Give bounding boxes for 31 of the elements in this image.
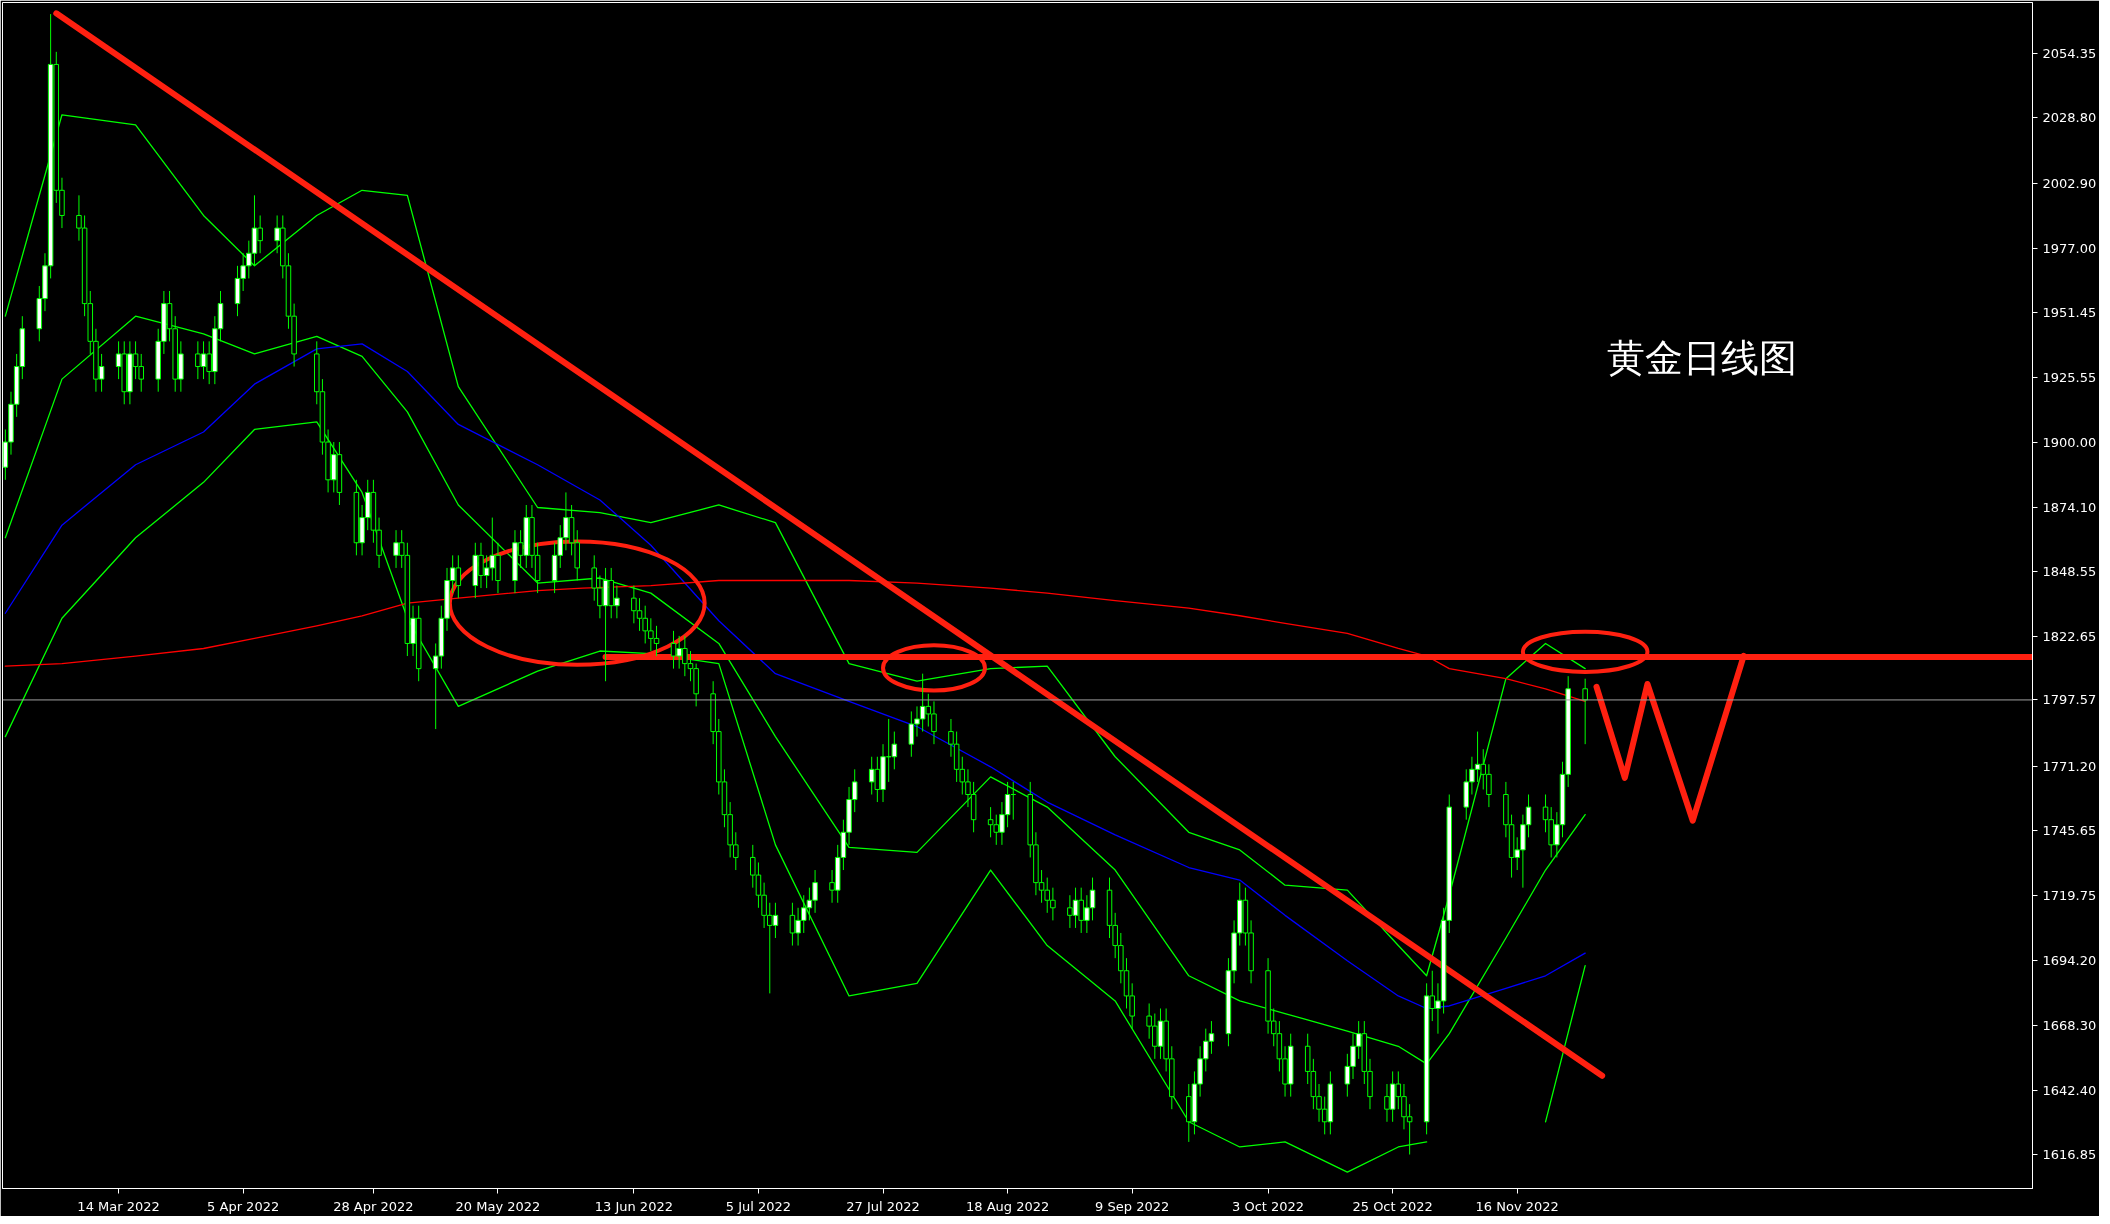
y-tick-label: 1771.20	[2042, 758, 2097, 774]
x-tick-label: 13 Jun 2022	[594, 1198, 673, 1214]
x-tick-label: 9 Sep 2022	[1095, 1198, 1170, 1214]
y-tick-label: 1745.65	[2042, 823, 2097, 839]
y-tick-label: 1694.20	[2042, 952, 2097, 968]
x-tick-label: 3 Oct 2022	[1232, 1198, 1305, 1214]
y-tick-label: 1822.65	[2042, 629, 2097, 645]
y-tick-label: 1616.85	[2042, 1147, 2097, 1163]
x-tick-label: 5 Apr 2022	[207, 1198, 280, 1214]
x-tick-label: 5 Jul 2022	[725, 1198, 792, 1214]
y-tick-label: 1642.40	[2042, 1083, 2097, 1099]
x-tick-label: 14 Mar 2022	[77, 1198, 160, 1214]
y-tick-label: 2054.35	[2042, 45, 2097, 61]
x-tick-label: 27 Jul 2022	[846, 1198, 920, 1214]
x-tick-label: 28 Apr 2022	[333, 1198, 414, 1214]
y-tick-label: 1977.00	[2042, 240, 2097, 256]
y-tick-label: 1925.55	[2042, 370, 2097, 386]
y-tick-label: 1900.00	[2042, 434, 2097, 450]
y-tick-label: 1668.30	[2042, 1017, 2097, 1033]
y-tick-label: 1848.55	[2042, 564, 2097, 580]
text: 黄金日线图	[1606, 336, 1797, 381]
y-tick-label: 2002.90	[2042, 175, 2097, 191]
y-tick-label: 1719.75	[2042, 888, 2097, 904]
x-tick-label: 20 May 2022	[455, 1198, 541, 1214]
x-tick-label: 18 Aug 2022	[965, 1198, 1050, 1214]
y-tick-label: 1951.45	[2042, 305, 2097, 321]
x-tick-label: 25 Oct 2022	[1352, 1198, 1433, 1214]
x-tick-label: 16 Nov 2022	[1475, 1198, 1559, 1214]
y-tick-label: 2028.80	[2042, 110, 2097, 126]
y-tick-label: 1874.10	[2042, 499, 2097, 515]
ref-line-label: 1797.57	[2042, 692, 2097, 708]
